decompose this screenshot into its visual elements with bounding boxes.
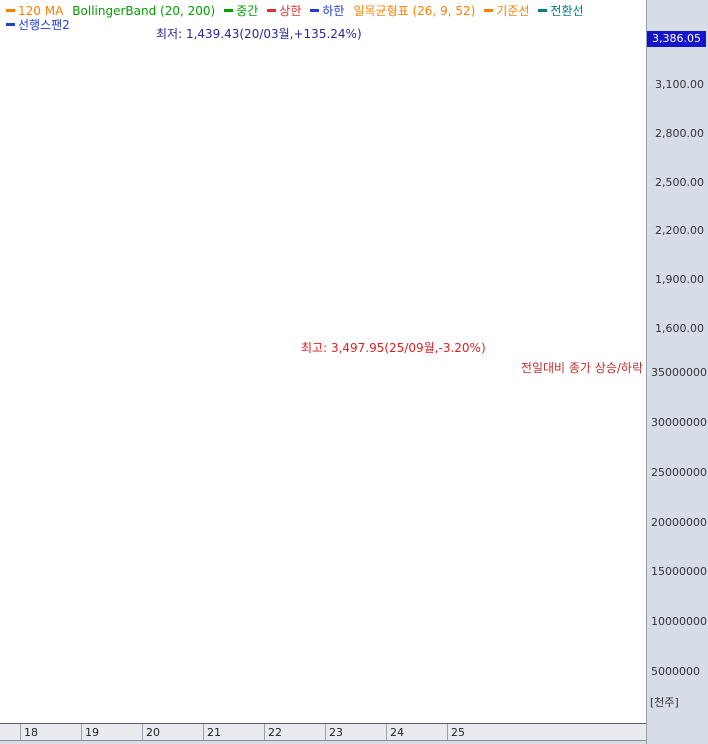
price-tick-label: 1,600.00 — [655, 322, 704, 335]
legend-item-8: 선행스팬2 — [6, 18, 70, 32]
legend-swatch — [267, 8, 277, 12]
legend-item-5: 일목균형표 (26, 9, 52) — [353, 4, 476, 18]
price-tick-label: 2,500.00 — [655, 175, 704, 189]
bottom-bar — [0, 741, 646, 744]
legend-swatch — [484, 8, 494, 12]
legend-row-2: 선행스팬2 — [6, 16, 79, 33]
legend-item-3: 상한 — [267, 4, 301, 18]
year-separator — [325, 724, 326, 740]
year-separator — [81, 724, 82, 740]
year-separator — [203, 724, 204, 740]
legend-swatch — [538, 8, 548, 12]
price-tick-label: 2,800.00 — [655, 126, 704, 140]
year-label: 19 — [85, 726, 99, 739]
legend-swatch — [6, 8, 15, 12]
year-label: 18 — [24, 726, 38, 739]
volume-tick-label: 30000000 — [651, 415, 707, 429]
volume-tick-label: 35000000 — [651, 366, 707, 379]
legend-swatch — [6, 22, 15, 26]
legend-item-2: 중간 — [224, 4, 258, 18]
legend-item-0: 120 MA — [6, 4, 63, 18]
year-separator — [20, 724, 21, 740]
legend-row-1: 120 MA BollingerBand (20, 200) 중간 상한 하한 일목균형표… — [6, 2, 593, 19]
year-label: 21 — [207, 726, 221, 739]
year-separator — [264, 724, 265, 740]
year-separator — [386, 724, 387, 740]
volume-color-note: 전일대비 종가 상승/하락 — [520, 361, 643, 375]
volume-tick-label: 15000000 — [651, 565, 707, 579]
legend-item-6: 기준선 — [484, 4, 529, 18]
volume-unit-label: [천주] — [650, 696, 679, 709]
volume-tick-label: 10000000 — [651, 615, 707, 629]
volume-tick-label: 20000000 — [651, 515, 707, 529]
price-tick-label: 3,100.00 — [655, 78, 704, 91]
year-label: 20 — [146, 726, 160, 739]
legend-swatch — [310, 8, 320, 12]
legend-item-1: BollingerBand (20, 200) — [72, 4, 216, 18]
year-label: 24 — [390, 726, 404, 739]
year-separator — [142, 724, 143, 740]
price-tick-label: 1,900.00 — [655, 273, 704, 287]
price-tick-label: 2,200.00 — [655, 224, 704, 238]
year-label: 22 — [268, 726, 282, 739]
legend-item-7: 전환선 — [538, 4, 584, 18]
volume-tick-label: 25000000 — [651, 465, 707, 479]
volume-tick-label: 5000000 — [651, 665, 700, 679]
legend-swatch — [224, 8, 234, 12]
time-axis-strip: 18 19 20 21 22 23 24 25 — [0, 723, 646, 741]
price-axis-panel — [646, 0, 708, 744]
year-label: 25 — [451, 726, 465, 739]
min-price-annotation: 최저: 1,439.43(20/03월,+135.24%) — [156, 27, 362, 41]
current-price-tag: 3,386.05 — [647, 31, 706, 47]
year-label: 23 — [329, 726, 343, 739]
legend-item-4: 하한 — [310, 4, 344, 18]
max-price-annotation: 최고: 3,497.95(25/09월,-3.20%) — [301, 341, 486, 355]
year-separator — [447, 724, 448, 740]
